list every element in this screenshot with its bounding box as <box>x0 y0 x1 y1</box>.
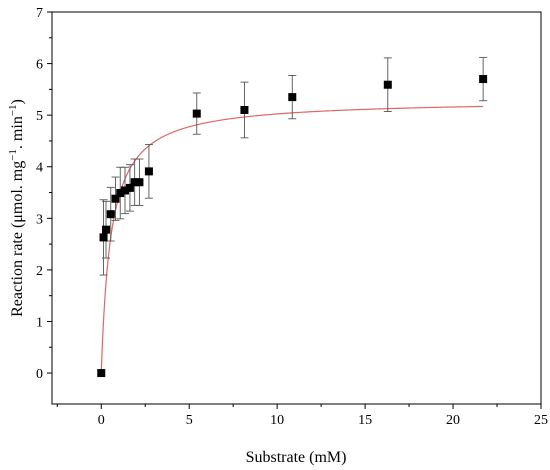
fit-curve <box>100 105 484 374</box>
data-point <box>102 225 111 234</box>
data-point <box>120 186 129 195</box>
error-bars <box>99 56 488 276</box>
data-point <box>99 233 108 242</box>
y-axis-title-text: ) <box>9 99 26 104</box>
data-point <box>130 178 139 187</box>
data-point <box>116 189 125 198</box>
y-axis-title: Reaction rate (μmol. mg−1. min−1) <box>7 99 26 317</box>
data-point <box>111 194 120 203</box>
data-points <box>97 75 488 378</box>
data-point <box>240 106 249 114</box>
data-point <box>383 80 392 89</box>
y-tick-label: 7 <box>36 6 43 21</box>
data-point <box>106 210 115 219</box>
y-axis-title-superscript: −1 <box>7 149 19 161</box>
y-axis-title-text: Reaction rate (μmol. mg <box>9 161 26 317</box>
y-tick-label: 0 <box>36 367 43 382</box>
y-tick-label: 6 <box>36 58 43 73</box>
y-tick-label: 1 <box>36 315 43 330</box>
data-point <box>288 93 297 102</box>
data-point <box>135 178 144 187</box>
y-axis-ticks: 0 1 2 3 4 5 6 7 <box>36 6 52 382</box>
plot-frame <box>51 11 542 405</box>
data-point <box>125 183 134 192</box>
x-axis-title: Substrate (mM) <box>246 449 347 466</box>
y-tick-label: 3 <box>36 212 43 227</box>
y-tick-label: 4 <box>36 161 43 176</box>
y-axis-title-superscript: −1 <box>7 104 19 116</box>
y-tick-label: 5 <box>36 109 43 124</box>
x-axis-ticks: 0 5 10 15 20 25 <box>56 404 548 428</box>
x-tick-label: 20 <box>446 413 460 428</box>
data-point <box>192 109 201 118</box>
data-point <box>97 369 106 378</box>
x-tick-label: 25 <box>534 413 548 428</box>
y-tick-label: 2 <box>36 264 43 279</box>
data-point <box>144 167 153 176</box>
data-point <box>479 75 488 84</box>
x-tick-label: 10 <box>270 413 284 428</box>
x-tick-label: 15 <box>358 413 372 428</box>
x-tick-label: 5 <box>186 413 193 428</box>
x-tick-label: 0 <box>98 413 105 428</box>
y-axis-title-text: . min <box>9 116 26 149</box>
